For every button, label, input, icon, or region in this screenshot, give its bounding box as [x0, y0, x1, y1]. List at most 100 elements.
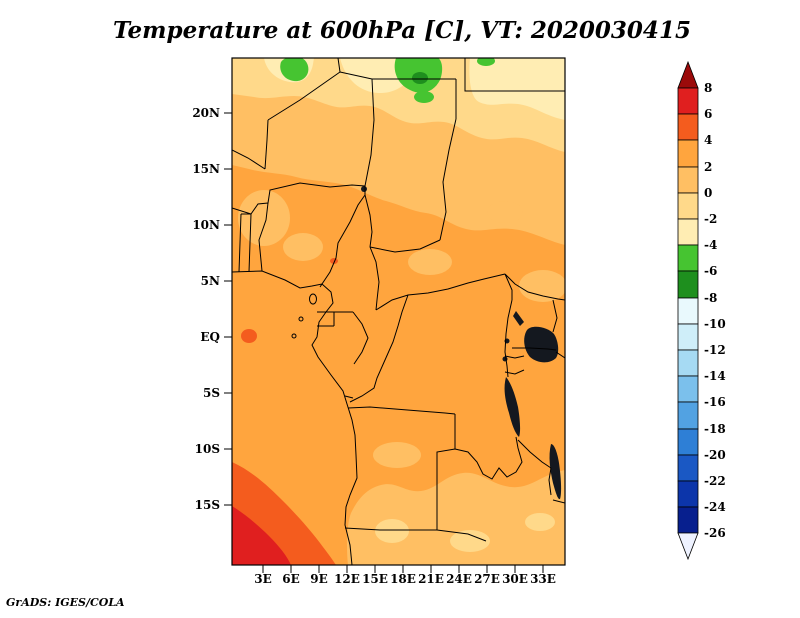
fill-warm-6-8: [232, 506, 291, 565]
colorbar-tick-label: -4: [704, 238, 717, 252]
fill-pale-zambia: [450, 530, 490, 552]
fill-south-0-2: [347, 470, 565, 565]
colorbar-tick-label: -2: [704, 212, 717, 226]
lon-label: 30E: [502, 572, 528, 586]
fill-pale-angola: [375, 519, 409, 543]
colorbar-tick-label: -16: [704, 395, 726, 409]
lon-label: 9E: [310, 572, 328, 586]
lat-label: 5N: [201, 274, 220, 288]
colorbar-tick-label: -20: [704, 448, 726, 462]
colorbar-segment: [677, 375, 699, 403]
colorbar-segment: [677, 401, 699, 430]
lon-axis: 3E 6E 9E 12E 15E 18E 21E 24E 27E 30E 33E: [254, 572, 556, 586]
colorbar-tick-label: 2: [704, 160, 712, 174]
lat-tick-marks: [224, 112, 232, 506]
lat-label: 5S: [203, 386, 220, 400]
colorbar-segment: [677, 297, 699, 325]
colorbar-tick-label: -12: [704, 343, 726, 357]
colorbar-segment: [677, 480, 699, 508]
lon-label: 15E: [362, 572, 388, 586]
colorbar-segment: [677, 192, 699, 220]
colorbar-segment: [677, 166, 699, 194]
lat-label: EQ: [200, 330, 220, 344]
colorbar-tick-label: -6: [704, 264, 717, 278]
colorbar-tick-label: -24: [704, 500, 726, 514]
lat-label: 15S: [195, 498, 220, 512]
lon-label: 6E: [282, 572, 300, 586]
page-title: Temperature at 600hPa [C], VT: 202003041…: [113, 17, 691, 44]
borders-north: [232, 58, 565, 288]
colorbar-arrow-bottom: [677, 532, 699, 561]
fill-light-sudan: [487, 201, 523, 223]
colorbar-segment: [677, 349, 699, 377]
island-saotome: [291, 333, 297, 339]
lake-victoria: [524, 326, 559, 363]
colorbar-tick-label: 6: [704, 107, 712, 121]
fill-light-nigeria: [283, 233, 323, 261]
lat-label: 10S: [195, 442, 220, 456]
lat-axis: 20N 15N 10N 5N EQ 5S 10S 15S: [192, 106, 220, 512]
lake-albert: [513, 311, 524, 326]
lat-label: 15N: [192, 162, 220, 176]
colorbar-segment: [677, 87, 699, 115]
fill-green-tibesti-south: [414, 91, 434, 103]
colorbar-tick-label: -14: [704, 369, 726, 383]
fill-green-northeast: [477, 58, 495, 66]
colorbar-tick-label: -18: [704, 422, 726, 436]
colorbar-tick-label: -22: [704, 474, 726, 488]
fill-pale-topright: [469, 58, 565, 120]
fill-light-west: [238, 190, 290, 246]
map-outlines: [232, 58, 565, 565]
colorbar-segment: [677, 454, 699, 482]
grads-credit: GrADS: IGES/COLA: [6, 596, 125, 609]
temperature-field: [232, 58, 565, 565]
colorbar-segment: [677, 244, 699, 272]
lon-label: 27E: [474, 572, 500, 586]
fill-warm-spot-cameroon: [330, 258, 338, 264]
lake-chad: [361, 186, 367, 192]
colorbar-tick-label: 4: [704, 133, 712, 147]
colorbar-segment: [677, 506, 699, 534]
fill-green-hoggar: [280, 58, 309, 82]
island-principe: [298, 316, 304, 322]
lon-label: 18E: [390, 572, 416, 586]
lon-label: 3E: [254, 572, 272, 586]
lakes: [361, 186, 562, 500]
map-frame: [231, 57, 566, 566]
colorbar-segment: [677, 323, 699, 351]
colorbar-segment: [677, 428, 699, 456]
coastline: [232, 270, 358, 565]
colorbar-segment: [677, 218, 699, 246]
colorbar-segment: [677, 139, 699, 168]
colorbar-tick-label: 8: [704, 81, 712, 95]
lon-label: 33E: [530, 572, 556, 586]
colorbar: 8 6 4 2 0 -2 -4 -6 -8 -10 -12 -14 -16 -1…: [677, 60, 726, 561]
fill-light-car: [408, 249, 452, 275]
lat-label: 10N: [192, 218, 220, 232]
lon-label: 21E: [418, 572, 444, 586]
colorbar-tick-label: -26: [704, 526, 726, 540]
island-bioko: [309, 293, 317, 305]
lake-tanganyika: [504, 377, 521, 437]
fill-pale-southeast: [525, 513, 555, 531]
colorbar-tick-label: -8: [704, 291, 717, 305]
borders-east: [504, 299, 565, 504]
fill-light-east: [519, 270, 565, 302]
fill-darkgreen-core: [412, 72, 428, 84]
lon-label: 24E: [446, 572, 472, 586]
lake-malawi: [549, 444, 562, 500]
lon-tick-marks: [262, 565, 544, 573]
fill-light-angola: [373, 442, 421, 468]
colorbar-arrow-top: [677, 60, 699, 89]
colorbar-segment: [677, 113, 699, 141]
lon-label: 12E: [334, 572, 360, 586]
colorbar-tick-label: 0: [704, 186, 712, 200]
lat-label: 20N: [192, 106, 220, 120]
fill-warm-spot-equator: [241, 329, 257, 343]
colorbar-tick-label: -10: [704, 317, 726, 331]
borders-central: [317, 246, 565, 403]
colorbar-segment: [677, 270, 699, 299]
borders-south: [344, 406, 523, 542]
